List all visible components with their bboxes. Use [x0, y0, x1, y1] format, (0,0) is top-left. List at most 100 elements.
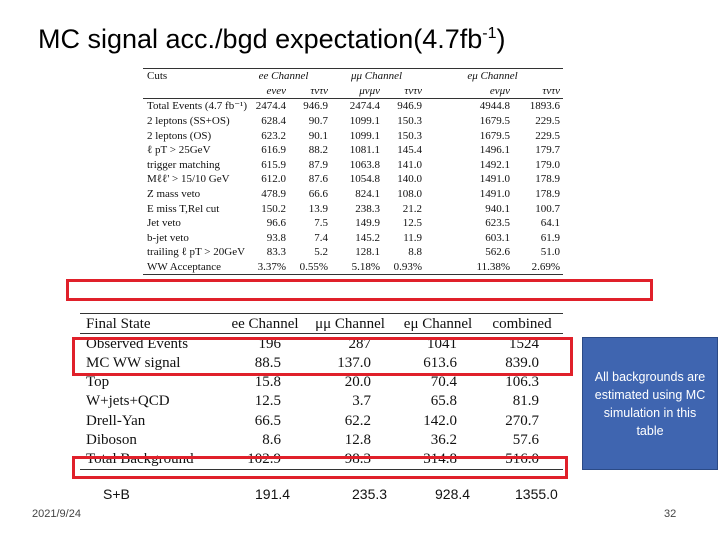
table-cell: 4944.8	[479, 100, 511, 113]
table-cell: 178.9	[535, 173, 561, 186]
table-cell: 1081.1	[349, 144, 381, 157]
table-cell: MC WW signal	[86, 354, 181, 371]
table-cell: 7.5	[314, 217, 329, 230]
table-cell: Diboson	[86, 431, 137, 448]
table-cell: 616.9	[261, 144, 286, 157]
table-cell: 5.2	[314, 246, 329, 259]
table-cell: 612.0	[261, 173, 286, 186]
table-row: Total Events (4.7 fb⁻¹) 2474.4 946.9 2474.4…	[143, 99, 563, 114]
table-cell: 100.7	[535, 202, 561, 215]
title-text: MC signal acc./bgd expectation(4.7fb	[38, 24, 483, 54]
table-row: b-jet veto 93.8 7.4 145.2 11.9 603.1 61.9	[143, 231, 563, 246]
table-row: W+jets+QCD 12.5 3.7 65.8 81.9	[80, 392, 563, 411]
highlight-box	[72, 337, 573, 376]
table-cell: 83.3	[266, 246, 286, 259]
header-cell: μμ Channel	[305, 313, 395, 335]
table-cell: 150.3	[397, 115, 423, 128]
table-cell: 615.9	[261, 158, 286, 171]
table-cell: 1679.5	[479, 129, 511, 142]
table-cell: 824.1	[355, 188, 381, 201]
table-cell: Mℓℓ' > 15/10 GeV	[147, 173, 230, 186]
table-cell: 2 leptons (OS)	[147, 129, 212, 142]
table-cell: 8.6	[262, 431, 281, 448]
table-cell: 51.0	[540, 246, 561, 259]
table-cell: 12.8	[344, 431, 371, 448]
table-cell: 229.5	[535, 115, 561, 128]
table-cell: 7.4	[314, 231, 329, 244]
table-cell: 11.38%	[476, 261, 511, 274]
table-cell: 478.9	[261, 188, 286, 201]
table-cell: 238.3	[355, 202, 381, 215]
subheader-cell: eνeν	[239, 83, 289, 100]
table-cell: 3.7	[352, 393, 371, 410]
table-cell: 603.1	[485, 231, 511, 244]
table-cell: E miss T,Rel cut	[147, 202, 220, 215]
table-cell: 628.4	[261, 115, 286, 128]
table-cell: 57.6	[512, 431, 539, 448]
table-cell: 150.3	[397, 129, 423, 142]
table-cell: 1491.0	[479, 173, 511, 186]
table-cell: 15.8	[254, 374, 281, 391]
table-cell: 65.8	[430, 393, 457, 410]
table-cell: 81.9	[512, 393, 539, 410]
table-cell: 61.9	[540, 231, 561, 244]
table-cell: 90.7	[308, 115, 329, 128]
table-cell: 149.9	[355, 217, 381, 230]
table-row: Diboson 8.6 12.8 36.2 57.6	[80, 430, 563, 449]
slide-title: MC signal acc./bgd expectation(4.7fb-1)	[38, 24, 505, 55]
table-cell: 1492.1	[479, 158, 511, 171]
table-cell: 142.0	[423, 412, 457, 429]
table-cell: 2474.4	[349, 100, 381, 113]
table-cell: 66.6	[308, 188, 329, 201]
table-cell: 613.6	[423, 354, 457, 371]
table-cell: 839.0	[505, 354, 539, 371]
table-row: Jet veto 96.6 7.5 149.9 12.5 623.5 64.1	[143, 216, 563, 231]
table-row: Top 15.8 20.0 70.4 106.3	[80, 373, 563, 392]
table-cell: b-jet veto	[147, 231, 189, 244]
table-cell: 2 leptons (SS+OS)	[147, 115, 230, 128]
table-cell: 12.5	[402, 217, 423, 230]
table-cell: 1099.1	[349, 129, 381, 142]
table-cell: 179.0	[535, 158, 561, 171]
table-cell: ℓ pT > 25GeV	[147, 144, 211, 157]
table-row: Mℓℓ' > 15/10 GeV 612.0 87.6 1054.8 140.0 1491…	[143, 172, 563, 187]
table-cell: 106.3	[505, 374, 539, 391]
table-row: Drell-Yan 66.5 62.2 142.0 270.7	[80, 411, 563, 430]
subheader-cell: μνμν	[331, 83, 384, 100]
table-row: Z mass veto 478.9 66.6 824.1 108.0 1491.0 178.…	[143, 187, 563, 202]
table-cell: 946.9	[303, 100, 329, 113]
table-cell: WW Acceptance	[147, 261, 222, 274]
header-cell: Cuts	[147, 70, 168, 83]
table-cell: 62.2	[344, 412, 371, 429]
table-cell: 150.2	[261, 202, 286, 215]
table-cell: 12.5	[254, 393, 281, 410]
sb-value: 235.3	[352, 486, 388, 502]
table-cell: 270.7	[505, 412, 539, 429]
table-cell: 1679.5	[479, 115, 511, 128]
table-cell: trailing ℓ pT > 20GeV	[147, 246, 246, 259]
table-cell: 90.1	[308, 129, 329, 142]
table-cell: 141.0	[397, 158, 423, 171]
table-row: MC WW signal 88.5 137.0 613.6 839.0	[80, 353, 563, 372]
cutflow-table: Cuts ee Channel μμ Channel eμ Channel eνeν τν…	[143, 68, 564, 276]
subheader-row: eνeν τντν μνμν τντν eνμν τντν	[143, 83, 564, 100]
table-cell: 8.8	[408, 246, 423, 259]
table-cell: Drell-Yan	[86, 412, 146, 429]
table-cell: 1063.8	[349, 158, 381, 171]
table-row: WW Acceptance 3.37% 0.55% 5.18% 0.93% 11.38% 2…	[143, 260, 563, 275]
table-cell: 87.9	[308, 158, 329, 171]
table-cell: 96.6	[266, 217, 286, 230]
subheader-cell: eνμν	[425, 83, 514, 100]
table-cell: 229.5	[535, 129, 561, 142]
table-cell: 36.2	[430, 431, 457, 448]
sb-label: S+B	[103, 486, 130, 502]
table-cell: Total Events (4.7 fb⁻¹)	[147, 100, 247, 113]
table-cell: 2.69%	[531, 261, 561, 274]
table-cell: 1893.6	[529, 100, 561, 113]
table-cell: trigger matching	[147, 158, 221, 171]
table-cell: 87.6	[308, 173, 329, 186]
highlight-box	[72, 456, 568, 479]
table-cell: 88.5	[254, 354, 281, 371]
table-cell: 20.0	[344, 374, 371, 391]
